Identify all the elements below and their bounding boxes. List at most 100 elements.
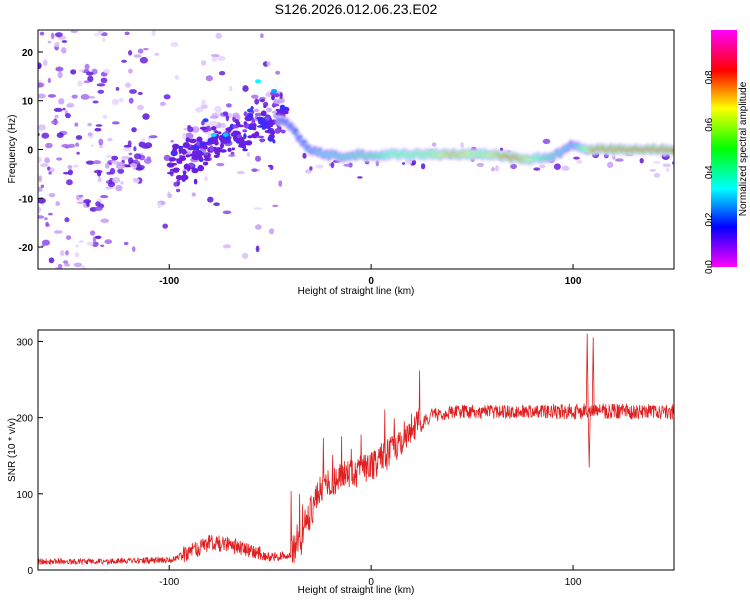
noise-blob	[100, 195, 109, 199]
noise-blob	[57, 263, 63, 269]
spectrogram-x-tick-label: 100	[565, 276, 582, 287]
noise-blob	[78, 194, 84, 198]
noise-blob	[133, 153, 142, 160]
spectrogram-y-tick-label: 0	[27, 146, 33, 157]
noise-blob	[128, 97, 134, 104]
cluster-blob	[172, 147, 178, 153]
noise-blob	[159, 101, 166, 106]
noise-blob	[576, 159, 583, 164]
noise-blob	[157, 201, 162, 209]
noise-blob	[120, 181, 124, 185]
cluster-blob	[217, 131, 222, 135]
noise-blob	[137, 104, 144, 111]
cluster-blob	[172, 167, 180, 172]
cluster-blob	[271, 95, 275, 101]
snr-x-tick-label: -100	[159, 577, 179, 588]
cluster-blob	[280, 129, 286, 134]
noise-blob	[118, 97, 124, 103]
cluster-blob	[220, 138, 229, 144]
noise-blob	[45, 221, 49, 227]
noise-blob	[662, 163, 671, 168]
noise-blob	[38, 124, 46, 131]
noise-blob	[100, 218, 110, 224]
spectrogram-x-axis: -100 0 100	[159, 264, 582, 287]
cluster-blob	[274, 127, 281, 134]
cluster-blob	[209, 145, 214, 152]
noise-blob	[75, 244, 79, 248]
noise-blob	[54, 41, 60, 48]
noise-blob	[128, 152, 133, 156]
noise-blob	[128, 68, 133, 74]
noise-blob	[163, 94, 171, 100]
noise-blob	[402, 162, 405, 165]
snr-x-tick-label: 100	[565, 577, 582, 588]
noise-blob	[67, 143, 76, 148]
noise-blob	[221, 122, 226, 129]
noise-blob	[207, 196, 214, 203]
noise-blob	[139, 56, 148, 64]
noise-blob	[309, 166, 313, 171]
noise-blob	[48, 257, 55, 264]
cluster-blob	[272, 139, 276, 144]
cluster-blob	[248, 126, 255, 130]
noise-blob	[54, 114, 59, 119]
noise-blob	[38, 83, 43, 88]
noise-blob	[81, 265, 86, 269]
noise-blob	[56, 132, 64, 138]
noise-blob	[87, 75, 94, 83]
noise-blob	[41, 132, 50, 139]
noise-blob	[94, 235, 102, 239]
noise-blob	[74, 122, 79, 127]
noise-blob	[38, 79, 42, 82]
cluster-blob	[243, 133, 247, 140]
noise-blob	[246, 152, 251, 157]
noise-blob	[128, 157, 134, 165]
cluster-blob	[227, 147, 232, 152]
cluster-blob	[182, 170, 187, 176]
cluster-blob	[202, 161, 209, 166]
cluster-blob	[210, 139, 216, 145]
noise-blob	[45, 142, 53, 149]
noise-blob	[66, 235, 72, 241]
noise-blob	[55, 32, 63, 38]
noise-blob	[137, 92, 143, 95]
cluster-blob	[243, 121, 248, 126]
noise-blob	[48, 171, 52, 175]
noise-blob	[76, 201, 85, 204]
cluster-blob	[271, 103, 280, 107]
bright-blob	[222, 132, 229, 137]
noise-blob	[100, 244, 105, 247]
noise-blob	[127, 140, 132, 147]
noise-blob	[85, 160, 95, 165]
noise-blob	[55, 66, 64, 72]
noise-blob	[51, 120, 59, 125]
noise-blob	[78, 240, 84, 244]
cluster-blob	[214, 147, 223, 150]
cluster-blob	[197, 164, 204, 172]
cluster-blob	[199, 126, 208, 130]
noise-blob	[211, 57, 218, 62]
noise-blob	[149, 135, 158, 139]
colorbar-tick-label: 0.4	[704, 165, 715, 179]
noise-blob	[573, 156, 580, 160]
noise-blob	[209, 115, 219, 119]
noise-blob	[94, 127, 102, 132]
noise-blob	[91, 241, 99, 248]
noise-blob	[59, 250, 65, 257]
noise-blob	[128, 50, 133, 56]
cluster-blob	[236, 134, 242, 139]
cluster-blob	[267, 126, 271, 130]
noise-blob	[97, 89, 105, 94]
noise-blob	[102, 114, 108, 119]
noise-blob	[61, 40, 68, 43]
noise-blob	[260, 33, 264, 38]
noise-blob	[102, 37, 106, 43]
noise-blob	[181, 132, 187, 140]
noise-blob	[47, 94, 57, 98]
noise-blob	[48, 193, 56, 198]
noise-blob	[132, 177, 140, 184]
snr-series-line	[38, 333, 674, 565]
noise-blob	[75, 135, 83, 140]
colorbar-gradient	[711, 30, 737, 267]
cluster-blob	[261, 118, 267, 125]
